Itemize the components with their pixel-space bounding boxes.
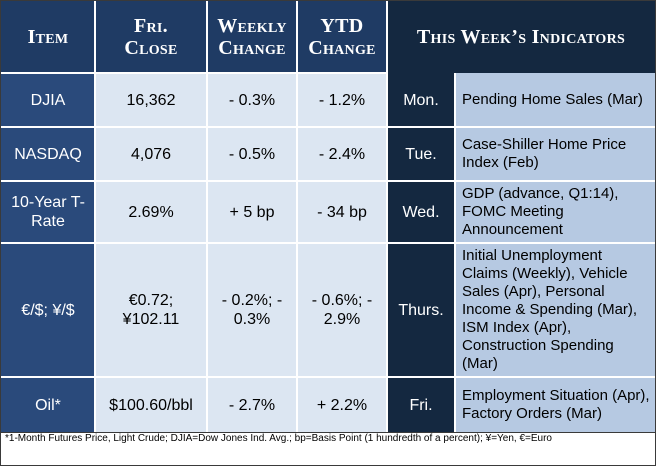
indicator-thurs: Initial Unemployment Claims (Weekly), Ve… [455,243,655,377]
row-oil-close: $100.60/bbl [95,377,207,433]
grid-divider [1,126,655,128]
row-oil-ytd: + 2.2% [297,377,387,433]
day-fri: Fri. [387,377,455,433]
row-currency-ytd: - 0.6%; - 2.9% [297,243,387,377]
row-currency-item: €/$; ¥/$ [1,243,95,377]
grid-divider [1,376,655,378]
grid-divider [454,73,456,433]
day-tue: Tue. [387,127,455,181]
indicator-wed: GDP (advance, Q1:14), FOMC Meeting Annou… [455,181,655,243]
row-djia-close: 16,362 [95,73,207,127]
grid-divider [1,432,655,433]
header-ytd-change: YTD Change [297,1,387,73]
header-this-weeks-indicators: This Week’s Indicators [387,1,655,73]
row-currency-weekly: - 0.2%; - 0.3% [207,243,297,377]
grid-divider [386,1,388,433]
grid-divider [1,180,655,182]
grid-divider [1,242,655,244]
footnote: *1-Month Futures Price, Light Crude; DJI… [5,433,552,444]
day-thurs: Thurs. [387,243,455,377]
day-wed: Wed. [387,181,455,243]
row-nasdaq-item: NASDAQ [1,127,95,181]
indicator-mon: Pending Home Sales (Mar) [455,73,655,127]
indicator-tue: Case-Shiller Home Price Index (Feb) [455,127,655,181]
header-item: Item [1,1,95,73]
grid-divider [94,1,96,433]
indicator-fri: Employment Situation (Apr), Factory Orde… [455,377,655,433]
row-tenyear-ytd: - 34 bp [297,181,387,243]
row-djia-ytd: - 1.2% [297,73,387,127]
row-tenyear-close: 2.69% [95,181,207,243]
header-fri-close: Fri. Close [95,1,207,73]
row-nasdaq-close: 4,076 [95,127,207,181]
row-djia-weekly: - 0.3% [207,73,297,127]
row-nasdaq-ytd: - 2.4% [297,127,387,181]
row-tenyear-weekly: + 5 bp [207,181,297,243]
row-tenyear-item: 10-Year T-Rate [1,181,95,243]
row-oil-item: Oil* [1,377,95,433]
row-oil-weekly: - 2.7% [207,377,297,433]
grid-divider [296,1,298,433]
row-nasdaq-weekly: - 0.5% [207,127,297,181]
grid-divider [1,72,387,74]
row-currency-close: €0.72; ¥102.11 [95,243,207,377]
day-mon: Mon. [387,73,455,127]
grid-divider [206,1,208,433]
row-djia-item: DJIA [1,73,95,127]
header-weekly-change: Weekly Change [207,1,297,73]
